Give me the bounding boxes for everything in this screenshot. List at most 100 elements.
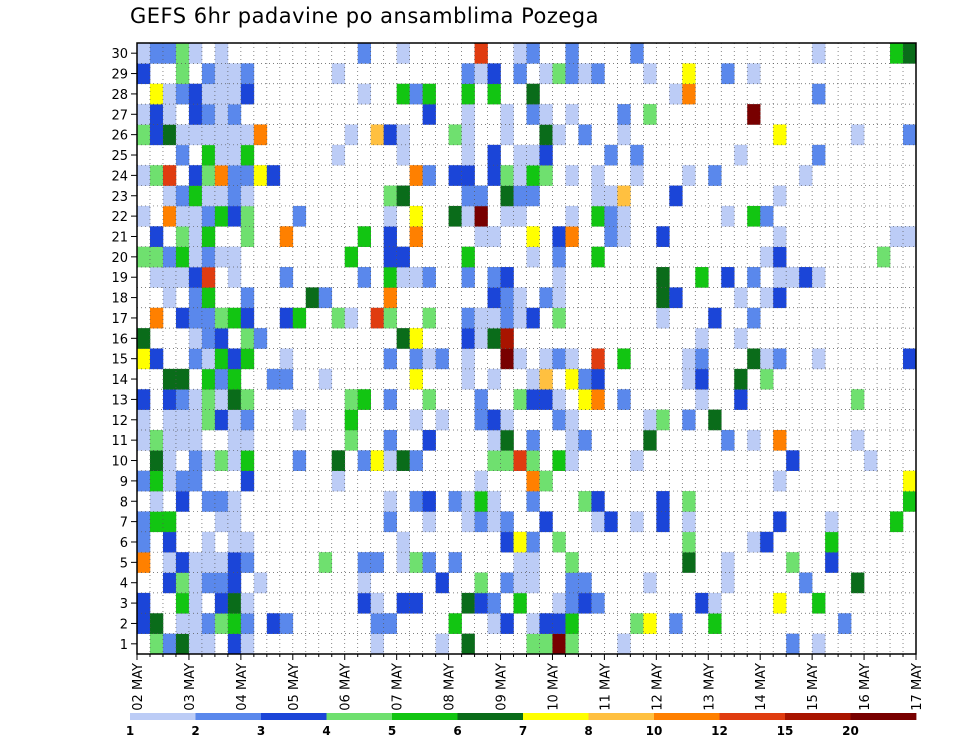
heatmap-cell [461,633,475,655]
heatmap-cell [747,104,761,125]
heatmap-cell [617,104,631,125]
colorbar-label: 8 [584,724,592,738]
y-tick-label: 7 [120,516,128,531]
heatmap-cell [188,328,203,349]
heatmap-cell [214,328,229,349]
heatmap-cell [643,613,657,634]
heatmap-cell [539,165,553,186]
heatmap-cell [591,246,605,268]
heatmap-cell [552,450,566,471]
heatmap-cell [786,267,800,288]
heatmap-cell [552,348,566,370]
y-axis-ticks: 1234567891011121314151617181920212223242… [111,47,137,653]
heatmap-cell [201,205,216,227]
heatmap-cell [474,592,488,614]
heatmap-cell [474,491,488,512]
heatmap-cell [383,246,397,268]
heatmap-cell [175,592,190,614]
heatmap-cell [552,613,566,634]
heatmap-cell [214,572,229,594]
heatmap-cell [695,592,709,614]
heatmap-cell [578,124,592,146]
heatmap-cell [461,592,475,614]
heatmap-cell [474,307,488,329]
heatmap-cell [279,267,294,288]
heatmap-cell [149,267,164,288]
heatmap-cell [890,226,904,247]
heatmap-cell [188,205,203,227]
x-tick-label: 11 MAY [598,663,613,711]
heatmap-cell [617,185,631,207]
heatmap-cell [565,633,579,655]
heatmap-cell [591,205,605,227]
heatmap-cell [201,124,216,146]
heatmap-cell [513,389,527,410]
y-tick-label: 9 [120,475,128,490]
heatmap-cell [500,511,514,533]
heatmap-cell [331,307,346,329]
heatmap-cell [396,450,410,471]
heatmap-cell [747,205,761,227]
heatmap-cell [188,43,203,64]
heatmap-cell [188,572,203,594]
heatmap-cell [604,511,618,533]
heatmap-cell [513,63,527,85]
heatmap-cell [565,165,579,186]
heatmap-cell [409,368,423,390]
heatmap-cell [474,409,488,431]
heatmap-cell [383,511,397,533]
heatmap-cell [175,613,190,634]
heatmap-cell [786,633,800,655]
heatmap-cell [137,409,151,431]
heatmap-cell [279,307,294,329]
heatmap-cell [487,144,501,166]
heatmap-cell [175,267,190,288]
heatmap-cell [903,348,917,370]
heatmap-cell [864,450,878,471]
heatmap-cell [214,246,229,268]
heatmap-cell [513,165,527,186]
heatmap-cell [201,368,216,390]
heatmap-cell [656,409,670,431]
heatmap-cell [474,205,488,227]
heatmap-cell [409,348,423,370]
heatmap-cell [383,205,397,227]
heatmap-cell [201,104,216,125]
heatmap-cell [422,104,436,125]
heatmap-cell [682,83,696,105]
heatmap-cell [474,389,488,410]
y-tick-label: 28 [111,88,128,103]
heatmap-cell [149,450,164,471]
heatmap-cell [409,450,423,471]
heatmap-cell [396,267,410,288]
heatmap-cell [201,450,216,471]
heatmap-cell [137,165,151,186]
heatmap-cell [422,429,436,451]
heatmap-cell [539,368,553,390]
heatmap-cell [565,592,579,614]
heatmap-cell [500,307,514,329]
heatmap-cell [500,531,514,553]
colorbar-swatch [850,713,917,720]
heatmap-cell [890,43,904,64]
heatmap-cell [565,104,579,125]
colorbar-label: 15 [777,724,794,738]
heatmap-cell [851,389,865,410]
heatmap-cell [227,429,242,451]
heatmap-cell [253,165,268,186]
heatmap-cell [812,633,826,655]
heatmap-cell [552,63,566,85]
heatmap-cell [253,124,268,146]
heatmap-cell [656,267,670,288]
heatmap-cell [318,287,333,309]
heatmap-cell [513,144,527,166]
heatmap-cell [513,185,527,207]
heatmap-cell [461,267,475,288]
heatmap-cell [162,205,177,227]
heatmap-cell [137,511,151,533]
heatmap-cell [279,226,294,247]
heatmap-cell [695,368,709,390]
heatmap-cell [214,348,229,370]
heatmap-cell [279,368,294,390]
heatmap-cell [214,409,229,431]
